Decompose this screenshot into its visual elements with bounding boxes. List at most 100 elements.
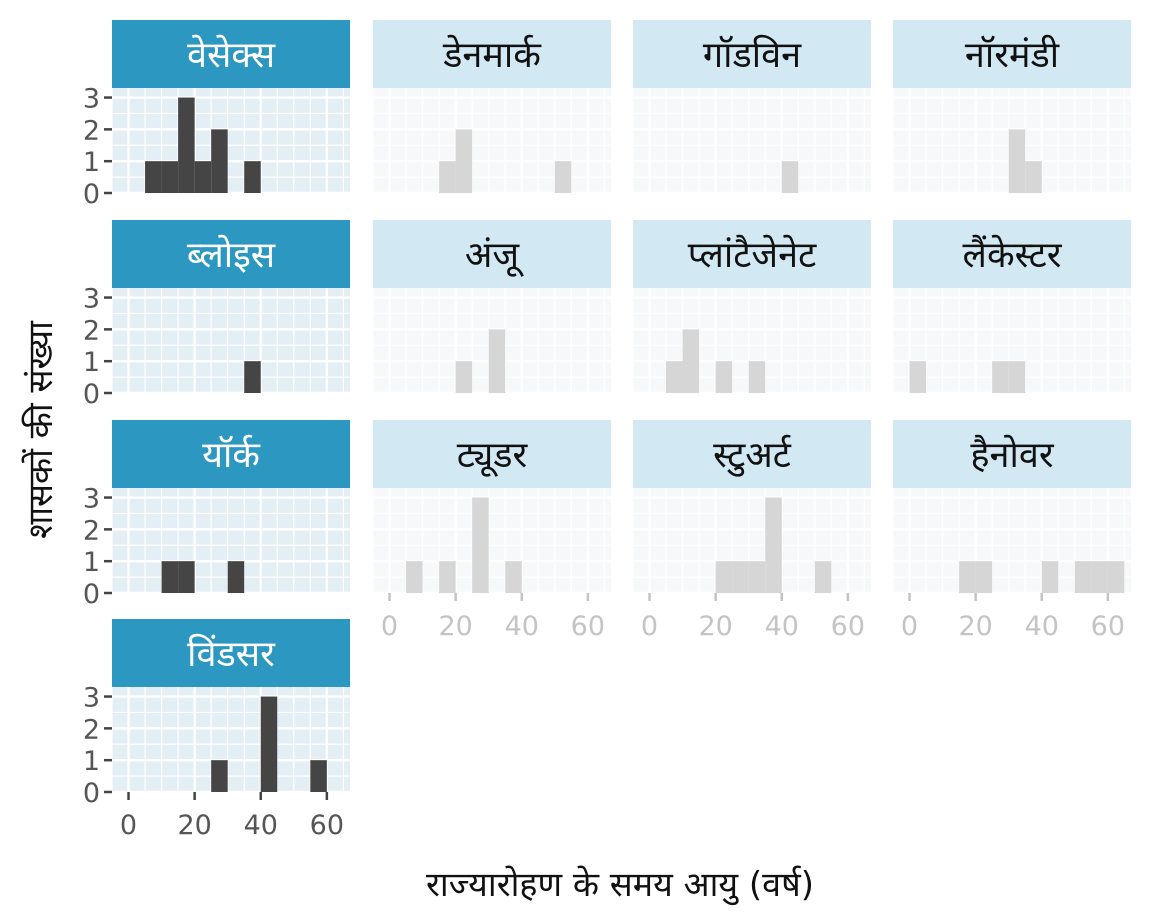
y-tick-label: 3 — [83, 683, 100, 714]
x-tick-label: 0 — [901, 611, 918, 642]
y-tick-label: 0 — [83, 778, 100, 809]
x-tick-label: 20 — [958, 611, 992, 642]
facet-strip — [893, 420, 1131, 488]
histogram-bar — [211, 129, 228, 193]
x-tick-label: 0 — [641, 611, 658, 642]
x-tick-label: 0 — [120, 810, 137, 841]
histogram-bar — [161, 161, 179, 193]
histogram-bar — [781, 161, 799, 193]
facet-panel: प्लांटैजेनेट — [632, 220, 871, 395]
facet-strip-label: गॉडविन — [703, 34, 802, 76]
x-tick-label: 20 — [438, 611, 472, 642]
facet-panel: लैंकेस्टर — [892, 220, 1131, 395]
y-tick-label: 3 — [83, 484, 100, 515]
y-axis-title: शासकों की संख्या — [21, 320, 61, 539]
y-tick-label: 0 — [83, 379, 100, 410]
histogram-bar — [682, 329, 700, 393]
histogram-bar — [732, 561, 749, 593]
histogram-bar — [715, 561, 733, 593]
histogram-bar — [748, 561, 766, 593]
facet-strip — [893, 220, 1131, 288]
x-tick-label: 0 — [381, 611, 398, 642]
facet-panel: स्टुअर्ट 0 20 40 60 — [632, 420, 871, 642]
x-tick-label: 60 — [571, 611, 605, 642]
facet-panel: गॉडविन — [632, 20, 871, 195]
y-tick-label: 1 — [83, 147, 100, 178]
y-tick-label: 3 — [83, 284, 100, 315]
histogram-bar — [959, 561, 976, 593]
facet-strip-label: यॉर्क — [202, 434, 261, 476]
histogram-bar — [455, 129, 473, 193]
y-tick-label: 1 — [83, 347, 100, 378]
x-tick-label: 40 — [244, 810, 278, 841]
y-tick-label: 0 — [83, 179, 100, 210]
histogram-bar — [310, 760, 327, 792]
histogram-bar — [975, 561, 993, 593]
y-tick-label: 1 — [83, 547, 100, 578]
histogram-bar — [748, 361, 766, 393]
y-tick-label: 3 — [83, 84, 100, 115]
x-tick-label: 20 — [698, 611, 732, 642]
x-tick-label: 40 — [1025, 611, 1059, 642]
histogram-bar — [439, 561, 456, 593]
facet-strip — [112, 619, 350, 687]
facet-strip — [112, 20, 350, 88]
histogram-bar — [455, 361, 473, 393]
facet-strip — [633, 20, 871, 88]
x-tick-label: 20 — [177, 810, 211, 841]
x-tick-label: 40 — [505, 611, 539, 642]
histogram-bar — [260, 696, 278, 792]
y-tick-label: 1 — [83, 746, 100, 777]
histogram-bar — [814, 561, 832, 593]
histogram-bar — [666, 361, 683, 393]
x-tick-label: 60 — [831, 611, 865, 642]
facet-strip-label: विंडसर — [187, 633, 276, 675]
facet-panel: ट्यूडर 0 20 40 60 — [372, 420, 611, 642]
histogram-bar — [472, 497, 489, 593]
facet-strip-label: प्लांटैजेनेट — [688, 234, 817, 276]
histogram-bar — [505, 561, 522, 593]
facet-strip — [633, 420, 871, 488]
histogram-bar — [178, 97, 195, 193]
y-tick-label: 0 — [83, 579, 100, 610]
facet-strip-label: नॉरमंडी — [965, 34, 1060, 76]
x-tick-label: 40 — [765, 611, 799, 642]
histogram-bar — [1025, 161, 1042, 193]
histogram-bar — [161, 561, 179, 593]
facet-panel: अंजू — [372, 220, 611, 395]
histogram-bar — [145, 161, 162, 193]
facet-panel: हैनोवर 0 20 40 60 — [892, 420, 1131, 642]
histogram-bar — [227, 561, 245, 593]
histogram-bar — [488, 329, 506, 393]
histogram-bar — [909, 361, 927, 393]
histogram-bar — [1107, 561, 1125, 593]
histogram-bar — [406, 561, 423, 593]
facet-strip — [373, 20, 611, 88]
facet-strip — [633, 220, 871, 288]
y-tick-label: 2 — [83, 115, 100, 146]
y-tick-label: 2 — [83, 515, 100, 546]
facet-strip-label: वेसेक्स — [187, 34, 276, 76]
histogram-bar — [1008, 129, 1026, 193]
facet-strip-label: ब्लोइस — [187, 234, 276, 276]
histogram-bar — [178, 561, 195, 593]
facet-strip — [373, 220, 611, 288]
histogram-bar — [992, 361, 1009, 393]
facet-panel: नॉरमंडी — [892, 20, 1131, 195]
histogram-bar — [194, 161, 212, 193]
histogram-bar — [1091, 561, 1108, 593]
facet-strip-label: हैनोवर — [970, 434, 1054, 476]
facet-strip-label: डेनमार्क — [442, 34, 542, 76]
histogram-bar — [1074, 561, 1092, 593]
histogram-bar — [211, 760, 228, 792]
facet-strip-label: अंजू — [465, 235, 524, 277]
facet-strip-label: ट्यूडर — [457, 435, 529, 477]
histogram-bar — [715, 361, 733, 393]
facet-strip — [112, 220, 350, 288]
histogram-bar — [1041, 561, 1059, 593]
